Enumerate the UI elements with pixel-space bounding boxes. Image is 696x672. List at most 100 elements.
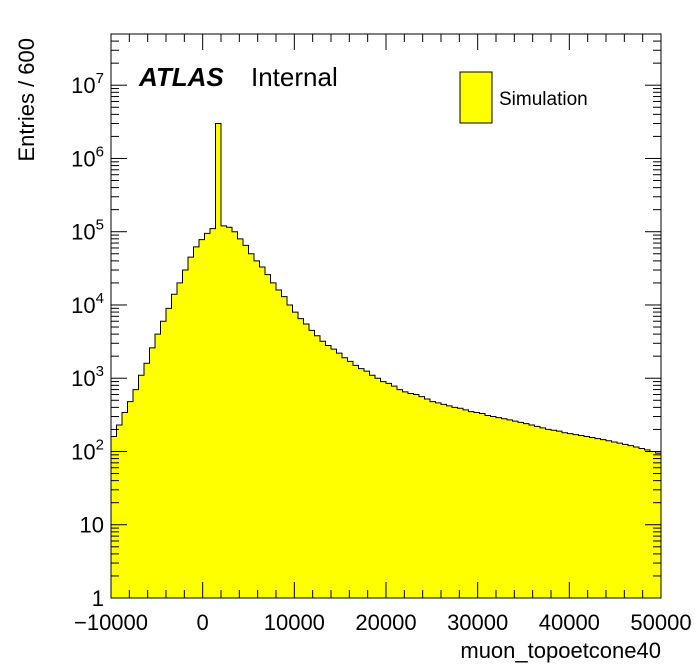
histogram-bar: [435, 402, 442, 598]
histogram-bar: [562, 432, 568, 598]
legend-label: Simulation: [499, 89, 588, 110]
histogram-bar: [479, 413, 486, 598]
histogram-bar: [298, 318, 304, 598]
histogram-bar: [177, 282, 183, 598]
histogram-bar: [215, 123, 222, 599]
histogram-bar: [397, 389, 403, 598]
y-tick-label: 10: [80, 513, 104, 538]
histogram-bar: [606, 440, 612, 598]
histogram-bar: [155, 334, 161, 598]
histogram-bar: [182, 270, 189, 598]
histogram-bar: [336, 353, 343, 598]
histogram-bar: [408, 393, 414, 598]
histogram-bar: [133, 389, 139, 598]
histogram-bar: [512, 421, 519, 598]
histogram-bar: [611, 441, 618, 598]
histogram-bar: [221, 225, 227, 598]
histogram-bar: [589, 437, 596, 598]
histogram-bar: [419, 396, 425, 598]
histogram-bar: [545, 429, 552, 598]
histogram-bar: [485, 415, 491, 598]
axis-ticks: [110, 33, 662, 599]
histogram-bar: [644, 449, 651, 598]
x-tick-label: 30000: [447, 610, 508, 635]
histogram-bar: [534, 426, 541, 598]
histogram-bar: [463, 409, 469, 598]
atlas-status: Internal: [251, 62, 338, 92]
y-tick-label: 107: [71, 70, 104, 98]
x-tick-label: 20000: [355, 610, 416, 635]
y-tick-label: 106: [71, 143, 104, 171]
x-tick-label: −10000: [74, 610, 148, 635]
y-tick-label: 104: [71, 290, 104, 318]
histogram-bar: [309, 330, 315, 598]
histogram-bar: [655, 453, 662, 598]
histogram-bar: [122, 412, 128, 598]
histogram-bar: [430, 401, 436, 598]
histogram-bar: [639, 448, 645, 598]
histogram-bar: [353, 365, 359, 598]
histogram-bar: [413, 394, 420, 598]
histogram-bars: [110, 123, 662, 599]
histogram-bar: [243, 245, 249, 599]
histogram-bar: [199, 239, 205, 598]
histogram-bar: [144, 363, 150, 598]
histogram-bar: [496, 417, 502, 598]
histogram-bar: [254, 260, 260, 598]
histogram-bar: [446, 405, 453, 598]
y-tick-label: 103: [71, 363, 104, 391]
y-tick-label: 1: [92, 586, 104, 611]
histogram-bar: [364, 371, 370, 598]
histogram-bar: [303, 323, 310, 598]
y-tick-label: 105: [71, 217, 104, 245]
histogram-bar: [287, 304, 293, 598]
x-tick-labels: −10000 0 10000 20000 30000 40000 50000: [74, 610, 692, 635]
histogram-bar: [270, 282, 277, 598]
histogram-bar: [281, 296, 288, 598]
x-tick-label: 10000: [264, 610, 325, 635]
histogram-bar: [584, 436, 590, 598]
histogram-bar: [166, 308, 172, 598]
histogram-bar: [210, 228, 216, 599]
histogram-bar: [226, 227, 233, 598]
y-tick-label: 102: [71, 436, 104, 464]
histogram-bar: [441, 404, 447, 598]
histogram-bar: [380, 381, 387, 598]
y-axis-title: Entries / 600: [14, 38, 39, 162]
histogram-bar: [556, 431, 563, 598]
histogram-bar: [452, 407, 458, 598]
histogram-bar: [331, 349, 337, 598]
histogram-bar: [518, 422, 524, 598]
histogram-bar: [237, 238, 244, 598]
histogram-bar: [375, 378, 381, 598]
histogram-bar: [111, 436, 117, 598]
histogram-bar: [391, 386, 398, 598]
histogram-bar: [617, 443, 623, 598]
histogram-bar: [578, 435, 585, 598]
histogram-bar: [622, 444, 629, 598]
histogram-bar: [474, 412, 480, 598]
histogram-bar: [600, 439, 607, 598]
histogram-bar: [171, 294, 178, 598]
histogram-bar: [116, 424, 123, 598]
histogram-bar: [248, 253, 255, 598]
histogram-bar: [628, 445, 634, 598]
x-tick-label: 50000: [630, 610, 691, 635]
histogram-bar: [204, 233, 211, 599]
histogram-bar: [292, 312, 299, 598]
histogram-bar: [551, 430, 557, 598]
histogram-outline: [110, 123, 662, 598]
histogram-bar: [457, 408, 464, 598]
histogram-bar: [160, 321, 167, 598]
y-tick-labels: 1 10 102 103 104 105 106 107: [71, 70, 104, 611]
histogram-bar: [424, 399, 431, 598]
legend-swatch: [459, 71, 493, 124]
histogram-bar: [501, 418, 508, 598]
histogram-bar: [595, 438, 601, 598]
atlas-label: ATLAS: [138, 62, 224, 92]
histogram-bar: [468, 411, 475, 598]
histogram-bar: [259, 266, 266, 598]
histogram-bar: [523, 423, 530, 598]
histogram-bar: [358, 368, 365, 598]
histogram-bar: [149, 347, 156, 598]
